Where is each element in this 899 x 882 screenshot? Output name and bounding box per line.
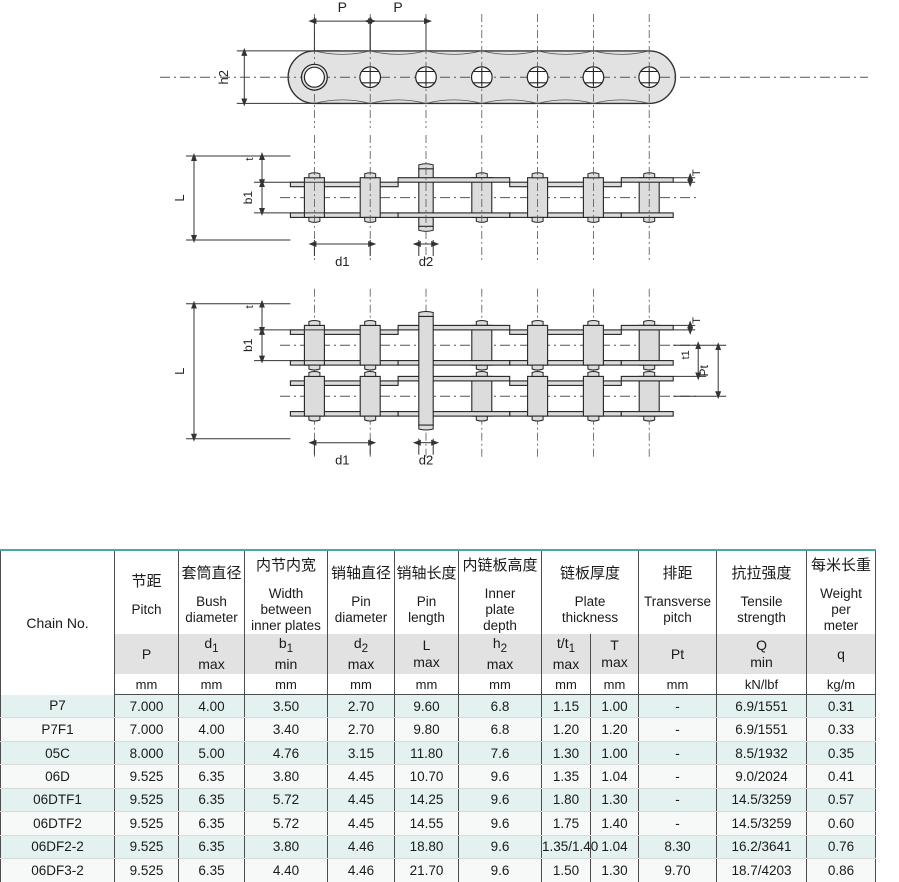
svg-text:t: t (244, 305, 256, 308)
svg-text:t1: t1 (680, 350, 692, 359)
svg-text:Pt: Pt (697, 364, 711, 376)
svg-text:T: T (691, 317, 703, 324)
svg-text:d2: d2 (419, 453, 433, 468)
svg-text:L: L (172, 368, 187, 375)
svg-text:b1: b1 (241, 338, 255, 352)
svg-text:d1: d1 (335, 453, 349, 468)
